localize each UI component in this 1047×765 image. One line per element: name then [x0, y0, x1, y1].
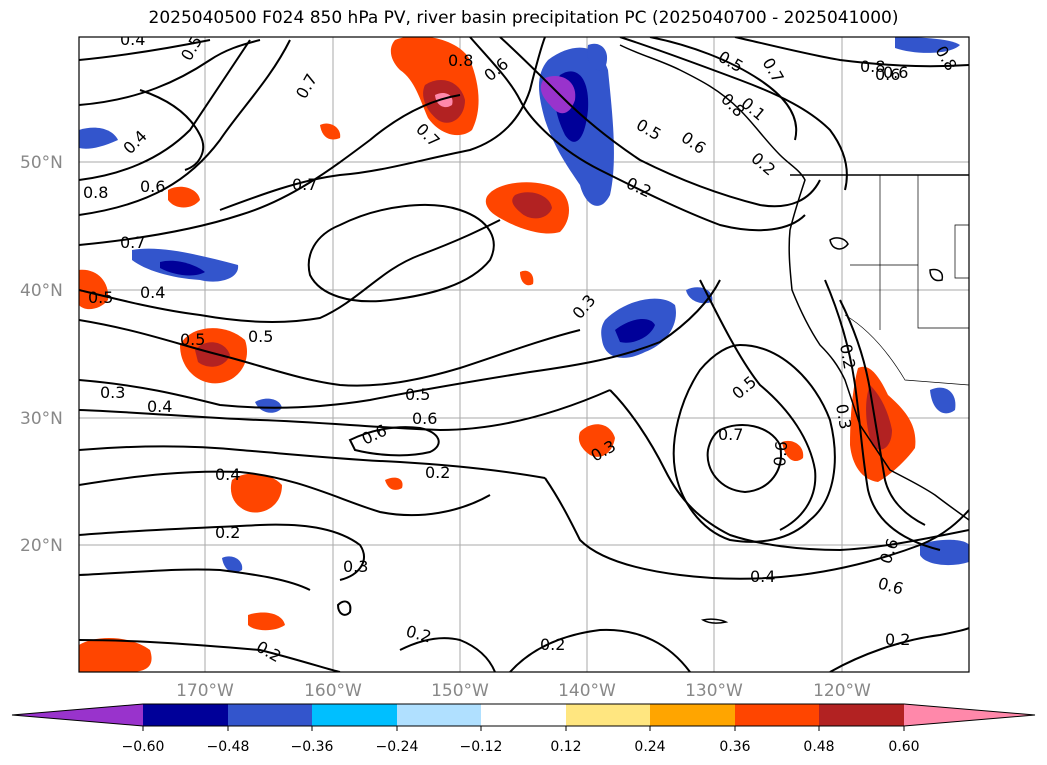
colorbar-tick-labels: −0.60 −0.48 −0.36 −0.24 −0.12 0.12 0.24 …	[122, 739, 920, 755]
colorbar: −0.60 −0.48 −0.36 −0.24 −0.12 0.12 0.24 …	[11, 703, 1036, 755]
colorbar-tick-label: 0.36	[719, 739, 750, 755]
contour-label: 0.2	[836, 342, 859, 370]
contour-label: 0.3	[100, 383, 125, 402]
colorbar-tick-label: 0.48	[803, 739, 834, 755]
contour-label: 0.7	[120, 233, 145, 252]
colorbar-tick-label: −0.36	[291, 739, 334, 755]
colorbar-segment	[397, 704, 481, 726]
contour-label: 0.2	[215, 523, 240, 542]
lat-label-40n: 40°N	[20, 281, 63, 301]
colorbar-extend-max	[904, 704, 1035, 726]
colorbar-segment	[735, 704, 819, 726]
colorbar-segment	[143, 704, 228, 726]
contour-label: 0.5	[248, 327, 273, 346]
contour-label: 0.7	[292, 175, 317, 194]
colorbar-tick-label: −0.48	[207, 739, 250, 755]
contour-label: 0.2	[885, 630, 910, 649]
contour-label: 0.3	[343, 557, 368, 576]
contour-label: 0.6	[770, 440, 791, 467]
contour-label: 0.6	[883, 63, 908, 82]
lat-label-30n: 30°N	[20, 409, 63, 429]
contour-label: 0.8	[448, 51, 473, 70]
colorbar-segment	[566, 704, 650, 726]
lon-label-130w: 130°W	[685, 681, 743, 701]
colorbar-tick-label: −0.24	[376, 739, 419, 755]
lat-label-50n: 50°N	[20, 153, 63, 173]
longitude-labels: 170°W 160°W 150°W 140°W 130°W 120°W	[176, 681, 871, 701]
pv-contours	[79, 37, 969, 672]
contour-label: 0.6	[875, 65, 900, 84]
contour-label: 0.4	[120, 30, 145, 49]
contour-label: 0.8	[860, 57, 885, 76]
lon-label-150w: 150°W	[431, 681, 489, 701]
state-borders	[844, 175, 969, 386]
colorbar-tick-label: 0.60	[888, 739, 919, 755]
contour-label: 0.5	[88, 288, 113, 307]
gridlines	[79, 37, 969, 672]
contour-label: 0.6	[412, 409, 437, 428]
colorbar-tick-label: −0.60	[122, 739, 165, 755]
colorbar-segment	[228, 704, 312, 726]
lon-label-170w: 170°W	[176, 681, 234, 701]
contour-label: 0.4	[147, 397, 172, 416]
colorbar-segment	[312, 704, 397, 726]
contour-label: 0.8	[83, 183, 108, 202]
colorbar-tick-label: 0.24	[634, 739, 665, 755]
lon-label-160w: 160°W	[304, 681, 362, 701]
contour-label: 0.5	[405, 385, 430, 404]
contour-label: 0.2	[540, 635, 565, 654]
contour-label: 0.5	[180, 330, 205, 349]
chart-title: 2025040500 F024 850 hPa PV, river basin …	[148, 8, 899, 28]
contour-label: 0.7	[718, 425, 743, 444]
colorbar-extend-min	[12, 704, 143, 726]
map-frame	[78, 36, 970, 673]
colorbar-segment	[481, 704, 566, 726]
colorbar-segment	[650, 704, 735, 726]
contour-label: 0.3	[832, 402, 855, 430]
lon-label-140w: 140°W	[558, 681, 616, 701]
lat-label-20n: 20°N	[20, 536, 63, 556]
contour-label: 0.4	[140, 283, 165, 302]
colorbar-tick-label: 0.12	[550, 739, 581, 755]
contour-label: 0.6	[140, 177, 165, 196]
lon-label-120w: 120°W	[813, 681, 871, 701]
contour-label: 0.4	[215, 465, 240, 484]
contour-label: 0.2	[425, 463, 450, 482]
latitude-labels: 50°N 40°N 30°N 20°N	[20, 153, 63, 556]
colorbar-tick-label: −0.12	[460, 739, 503, 755]
colorbar-ticks	[142, 726, 905, 731]
contour-label: 0.4	[750, 567, 775, 586]
colorbar-segment	[819, 704, 904, 726]
coastline	[619, 44, 969, 624]
